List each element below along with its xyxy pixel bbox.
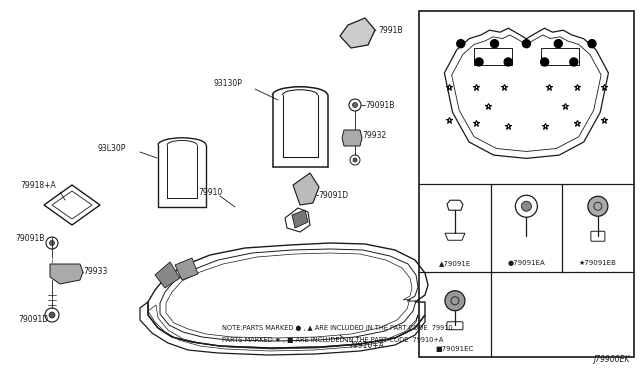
Circle shape bbox=[49, 241, 54, 246]
Text: ●79091EA: ●79091EA bbox=[508, 260, 545, 266]
Text: ▲79091E: ▲79091E bbox=[439, 260, 471, 266]
Text: 93L30P: 93L30P bbox=[98, 144, 126, 153]
Circle shape bbox=[353, 158, 357, 162]
Text: 79091B: 79091B bbox=[15, 234, 44, 243]
Bar bbox=[541, 48, 579, 65]
Text: 79910: 79910 bbox=[198, 187, 222, 196]
Text: 79091B: 79091B bbox=[365, 100, 394, 109]
Polygon shape bbox=[175, 258, 198, 280]
Text: 79091D: 79091D bbox=[18, 315, 48, 324]
Text: 93130P: 93130P bbox=[213, 78, 242, 87]
Circle shape bbox=[348, 134, 356, 142]
Text: PARTS MARKED ★ , ■ ARE INCLUDED IN THE PART CODE  79910+A: PARTS MARKED ★ , ■ ARE INCLUDED IN THE P… bbox=[222, 337, 444, 343]
Bar bbox=[419, 11, 634, 357]
Circle shape bbox=[353, 103, 358, 108]
Text: 79932: 79932 bbox=[362, 131, 387, 140]
Circle shape bbox=[457, 40, 465, 48]
Circle shape bbox=[588, 40, 596, 48]
Text: ■79091EC: ■79091EC bbox=[436, 346, 474, 352]
Text: 79910+A: 79910+A bbox=[348, 340, 384, 350]
Text: 79918+A: 79918+A bbox=[20, 180, 56, 189]
Circle shape bbox=[60, 267, 70, 277]
Text: 7991B: 7991B bbox=[378, 26, 403, 35]
Circle shape bbox=[504, 58, 512, 66]
Polygon shape bbox=[292, 210, 308, 228]
Circle shape bbox=[445, 291, 465, 311]
Polygon shape bbox=[342, 130, 362, 146]
Text: 79091D: 79091D bbox=[318, 190, 348, 199]
Text: J79900EK: J79900EK bbox=[593, 356, 630, 365]
Circle shape bbox=[522, 40, 531, 48]
Text: ★79091EB: ★79091EB bbox=[579, 260, 617, 266]
Circle shape bbox=[588, 196, 608, 216]
Circle shape bbox=[475, 58, 483, 66]
Polygon shape bbox=[293, 173, 319, 205]
Text: NOTE:PARTS MARKED ● , ▲ ARE INCLUDED IN THE PART CODE  79910: NOTE:PARTS MARKED ● , ▲ ARE INCLUDED IN … bbox=[222, 325, 452, 331]
Polygon shape bbox=[155, 262, 180, 288]
Circle shape bbox=[522, 201, 531, 211]
Text: 79933: 79933 bbox=[83, 267, 108, 276]
Polygon shape bbox=[50, 264, 83, 284]
Bar bbox=[474, 48, 512, 65]
Polygon shape bbox=[340, 18, 375, 48]
Circle shape bbox=[490, 40, 499, 48]
Circle shape bbox=[541, 58, 548, 66]
Circle shape bbox=[570, 58, 578, 66]
Circle shape bbox=[554, 40, 563, 48]
Circle shape bbox=[49, 312, 55, 318]
